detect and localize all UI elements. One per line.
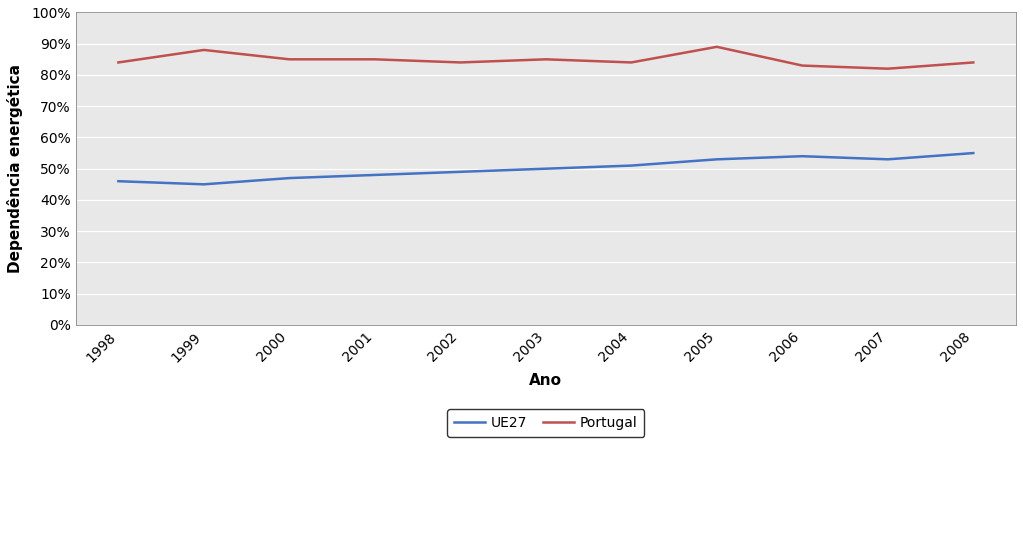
Portugal	[625, 59, 637, 66]
Portugal	[967, 59, 979, 66]
Portugal	[796, 63, 808, 69]
UE27	[796, 153, 808, 159]
Y-axis label: Dependência energética: Dependência energética	[7, 64, 23, 273]
UE27	[967, 150, 979, 156]
UE27	[625, 162, 637, 169]
UE27	[197, 181, 210, 188]
X-axis label: Ano: Ano	[529, 373, 563, 388]
Portugal	[540, 56, 552, 63]
Line: UE27: UE27	[119, 153, 973, 185]
Portugal	[197, 47, 210, 53]
Portugal	[454, 59, 466, 66]
Portugal	[368, 56, 381, 63]
UE27	[454, 169, 466, 175]
Legend: UE27, Portugal: UE27, Portugal	[447, 409, 644, 437]
UE27	[882, 156, 894, 163]
UE27	[283, 175, 296, 181]
Portugal	[711, 44, 723, 50]
UE27	[113, 178, 125, 185]
Portugal	[283, 56, 296, 63]
Portugal	[882, 65, 894, 72]
UE27	[711, 156, 723, 163]
UE27	[368, 172, 381, 178]
Portugal	[113, 59, 125, 66]
UE27	[540, 165, 552, 172]
Line: Portugal: Portugal	[119, 47, 973, 68]
